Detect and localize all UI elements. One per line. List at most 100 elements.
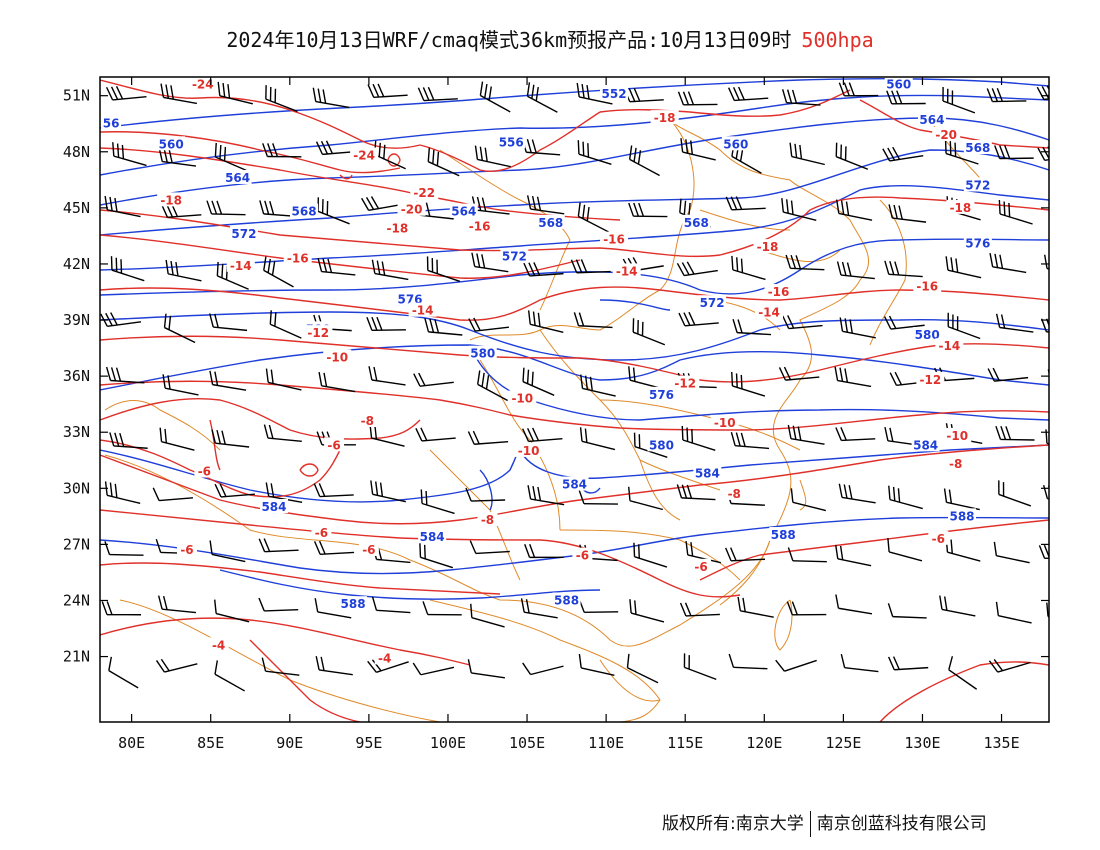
lat-tick-label: 30N — [63, 479, 90, 497]
height-contour-label: 584 — [261, 500, 286, 514]
wind-barb — [737, 596, 774, 618]
height-contour-label: 584 — [913, 438, 938, 452]
temperature-contour-label-bg — [710, 414, 739, 429]
temperature-contour-label: -14 — [758, 306, 780, 320]
wind-barb — [628, 145, 660, 177]
wind-barb — [361, 196, 403, 212]
temperature-contour-label-bg — [226, 257, 255, 272]
height-contour-label-bg — [917, 112, 946, 126]
map-title: 2024年10月13日WRF/cmaq模式36km预报产品:10月13日09时 5… — [0, 24, 1100, 53]
wind-barb — [834, 366, 872, 388]
wind-barb — [469, 540, 510, 555]
wind-barb — [152, 487, 194, 502]
wind-barb — [838, 82, 879, 97]
temperature-contour-label: -16 — [603, 233, 625, 247]
height-contour-label: 564 — [451, 205, 476, 219]
temperature-contour-label-bg — [323, 349, 352, 364]
temperature-labels-layer: -24 -18 -20 -24 -22 -18 -20 -18 -18 -16 -16 -18 -14 -… — [157, 77, 975, 665]
wind-barb — [468, 317, 509, 332]
wind-barb — [265, 368, 302, 391]
wind-barb — [578, 598, 619, 613]
temperature-contour-label-bg — [374, 650, 395, 665]
lon-tick-label: 95E — [355, 734, 382, 752]
copyright-footer: 版权所有:南京大学 南京创蓝科技有限公司 — [662, 809, 987, 837]
temperature-contour-label-bg — [671, 375, 700, 390]
height-contour-label: 572 — [231, 227, 256, 241]
lat-tick-label: 36N — [63, 367, 90, 385]
wind-barb — [479, 81, 511, 113]
height-contour-label-bg — [552, 592, 581, 607]
temperature-contour-label-bg — [194, 463, 215, 478]
footer-owner: 版权所有:南京大学 — [662, 814, 804, 834]
wind-barb — [836, 261, 875, 280]
height-contour-label-bg — [884, 77, 913, 91]
height-contour-label: 588 — [949, 509, 974, 523]
wind-barb — [265, 85, 298, 113]
lat-tick-label: 42N — [63, 255, 90, 273]
height-contour-label: 568 — [684, 216, 709, 230]
lon-tick-label: 80E — [118, 734, 145, 752]
height-contour-label-bg — [560, 476, 589, 491]
height-contour-label: 576 — [965, 236, 990, 250]
wind-barb — [947, 312, 981, 340]
wind-barb — [835, 427, 876, 442]
lon-tick-label: 100E — [430, 734, 466, 752]
height-contour-label: 580 — [470, 347, 495, 361]
footer-company: 南京创蓝科技有限公司 — [816, 814, 987, 834]
lon-tick-label: 115E — [667, 734, 703, 752]
temperature-contour-label: -6 — [694, 560, 707, 574]
temperature-contour-label: -12 — [307, 326, 329, 340]
lon-axis: 80E 85E 90E 95E 100E 105E 110E 115E 120E 125E 130E… — [118, 77, 1020, 752]
temperature-contour-label: -10 — [946, 429, 968, 443]
height-contour-label: 580 — [915, 328, 940, 342]
wind-barb — [426, 256, 461, 283]
temperature-contour-label: -16 — [768, 285, 790, 299]
wind-barb — [419, 543, 454, 569]
wind-barb — [730, 431, 770, 450]
temperature-contour-label-bg — [397, 201, 426, 216]
wind-barb — [942, 87, 976, 114]
wind-barb — [678, 311, 719, 327]
wind-barb — [579, 427, 616, 451]
height-contour-label: 552 — [602, 87, 627, 101]
wind-barb — [570, 259, 611, 274]
height-contour-label-bg — [948, 508, 977, 523]
temperature-contour-label: -16 — [916, 279, 938, 293]
wind-barb — [522, 427, 563, 443]
height-contour-label-bg — [468, 345, 497, 360]
height-contour-label: 572 — [965, 178, 990, 192]
temperature-contour-label: -4 — [212, 638, 225, 652]
height-contour-label-bg — [396, 291, 425, 306]
wind-barb — [101, 601, 142, 616]
wind-barb — [727, 86, 769, 102]
height-contour-label-bg — [963, 235, 992, 250]
lat-tick-label: 21N — [63, 648, 90, 666]
temperature-contour-label-bg — [357, 413, 378, 427]
height-labels-layer: 552 560 56 560 556 560 564 568 564 572 568 564 568 56… — [101, 77, 992, 611]
wind-barb — [258, 538, 299, 553]
height-contour-label-bg — [963, 140, 992, 155]
wind-barb — [214, 660, 245, 692]
wind-barb — [888, 485, 923, 510]
wind-barb — [262, 143, 302, 158]
temperature-contour-label: -10 — [511, 392, 533, 406]
wind-barb — [155, 658, 198, 673]
wind-barb — [160, 83, 198, 105]
wind-barb — [676, 261, 718, 277]
wind-barb — [731, 371, 766, 397]
wind-barb — [939, 595, 976, 617]
wind-barb — [623, 88, 664, 103]
height-contours — [100, 77, 1049, 600]
temperature-contour-label-bg — [358, 542, 379, 556]
wind-barb — [314, 598, 352, 619]
temperature-contour-label: -4 — [378, 651, 391, 665]
temperature-contour-label-bg — [650, 110, 679, 125]
wind-barb — [626, 653, 659, 684]
wind-barb — [945, 256, 982, 279]
temperature-contour-label: -10 — [518, 444, 540, 458]
height-contour-label: 584 — [695, 466, 720, 480]
wind-barb — [835, 594, 873, 615]
wind-barb — [888, 204, 927, 223]
temperature-contour-label: -14 — [412, 304, 434, 318]
wind-barb — [415, 427, 456, 442]
